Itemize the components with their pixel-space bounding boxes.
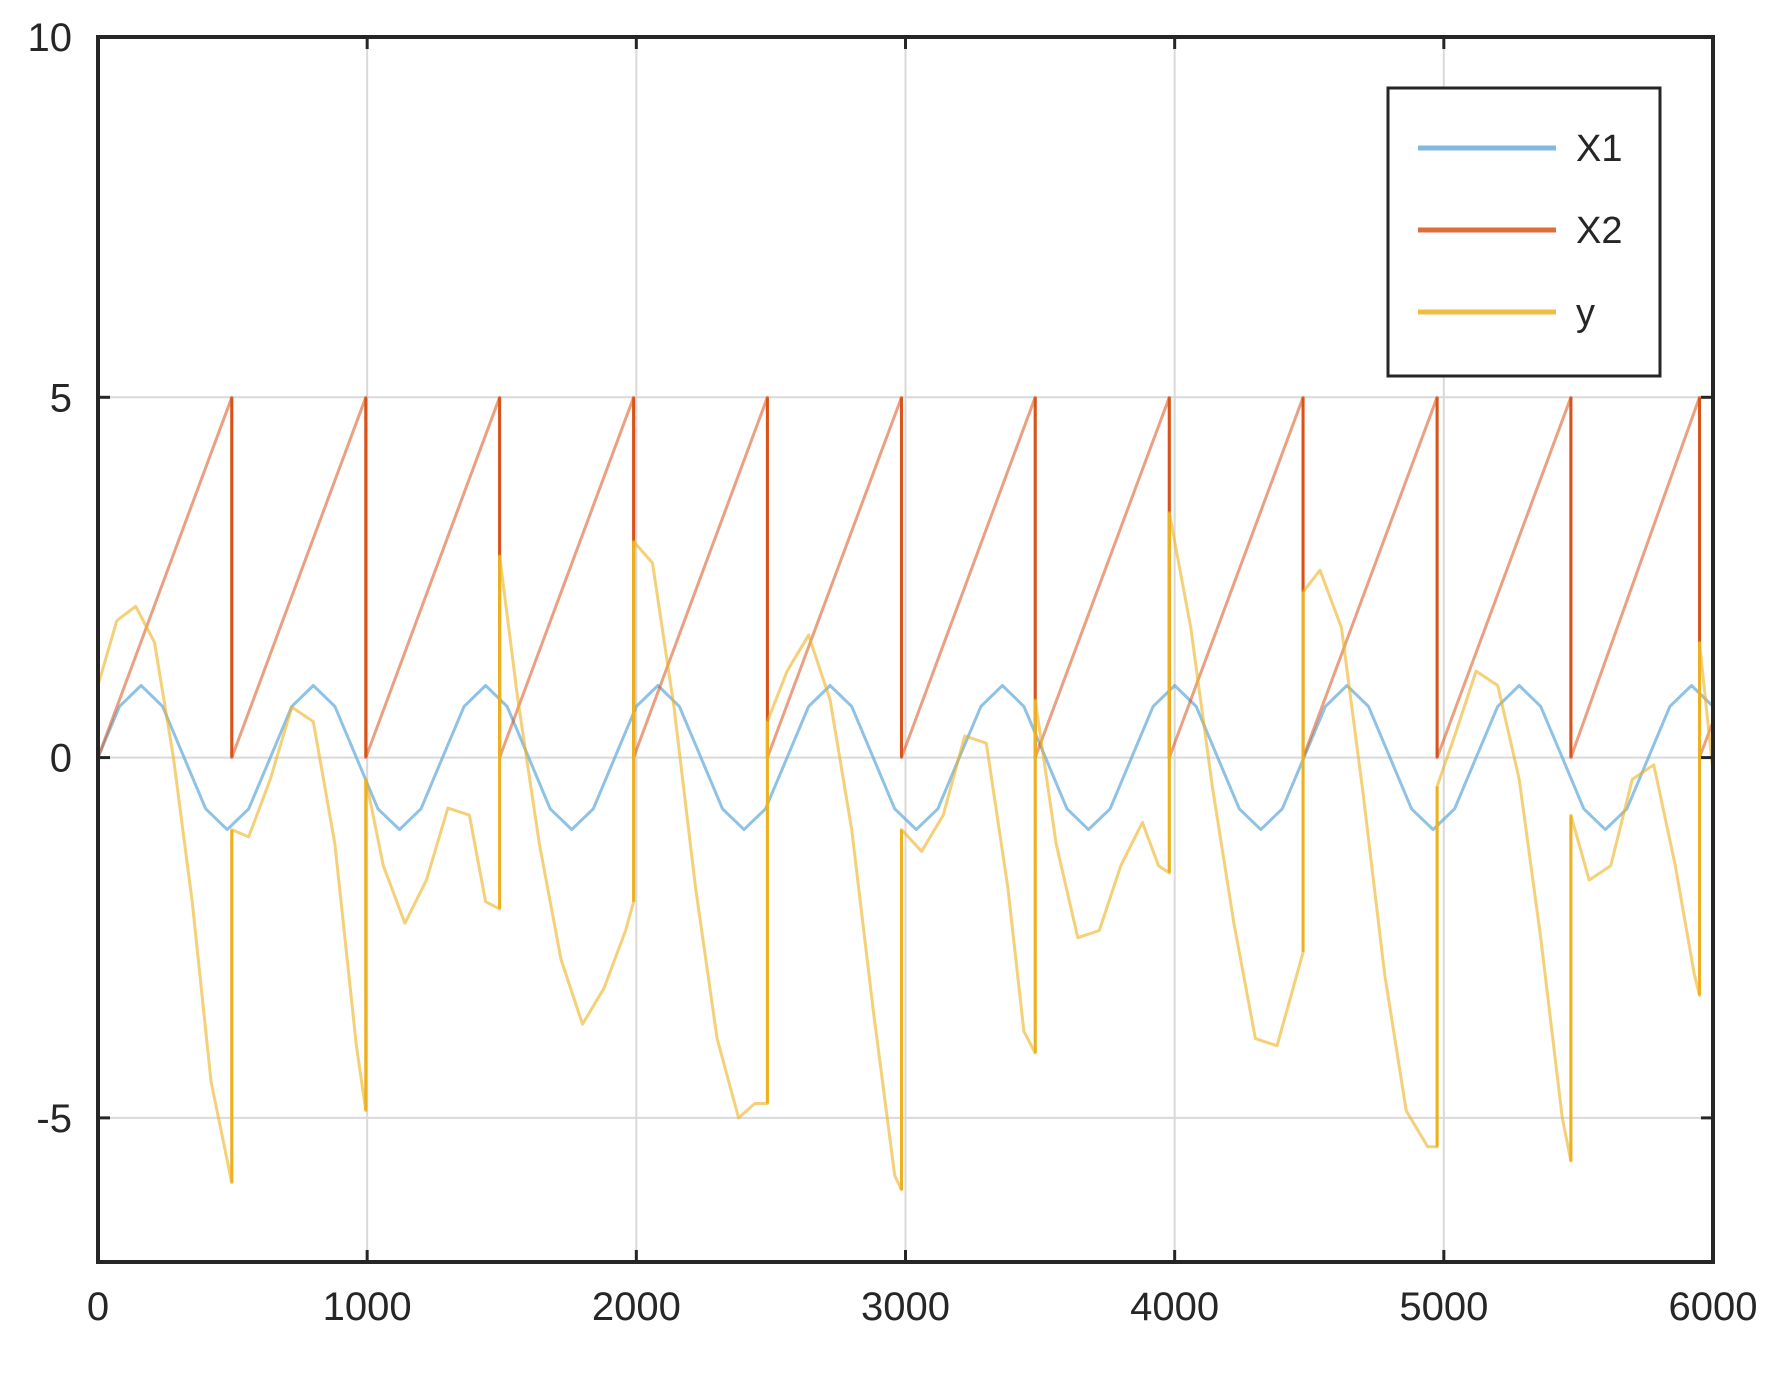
series-line-y	[96, 511, 1715, 1192]
y-tick-label: 5	[50, 376, 72, 420]
legend-label-y: y	[1576, 292, 1595, 334]
x-tick-label: 0	[87, 1285, 109, 1329]
x-tick-label: 3000	[861, 1285, 950, 1329]
data-series	[96, 395, 1715, 1192]
legend-label-x1: X1	[1576, 128, 1622, 170]
legend: X1 X2 y	[1386, 86, 1662, 378]
y-tick-label: 0	[50, 737, 72, 781]
y-tick-label: -5	[36, 1097, 72, 1141]
legend-label-x2: X2	[1576, 210, 1622, 252]
axes	[96, 35, 1715, 1264]
series-line-x2	[96, 395, 1715, 760]
x-tick-label: 2000	[592, 1285, 681, 1329]
x-tick-label: 4000	[1130, 1285, 1219, 1329]
tick-labels: 0 1000 2000 3000 4000 5000 6000 -5 0 5 10	[28, 16, 1758, 1329]
x-tick-label: 5000	[1399, 1285, 1488, 1329]
y-tick-label: 10	[28, 16, 73, 60]
x-tick-label: 1000	[323, 1285, 412, 1329]
x-tick-label: 6000	[1669, 1285, 1758, 1329]
